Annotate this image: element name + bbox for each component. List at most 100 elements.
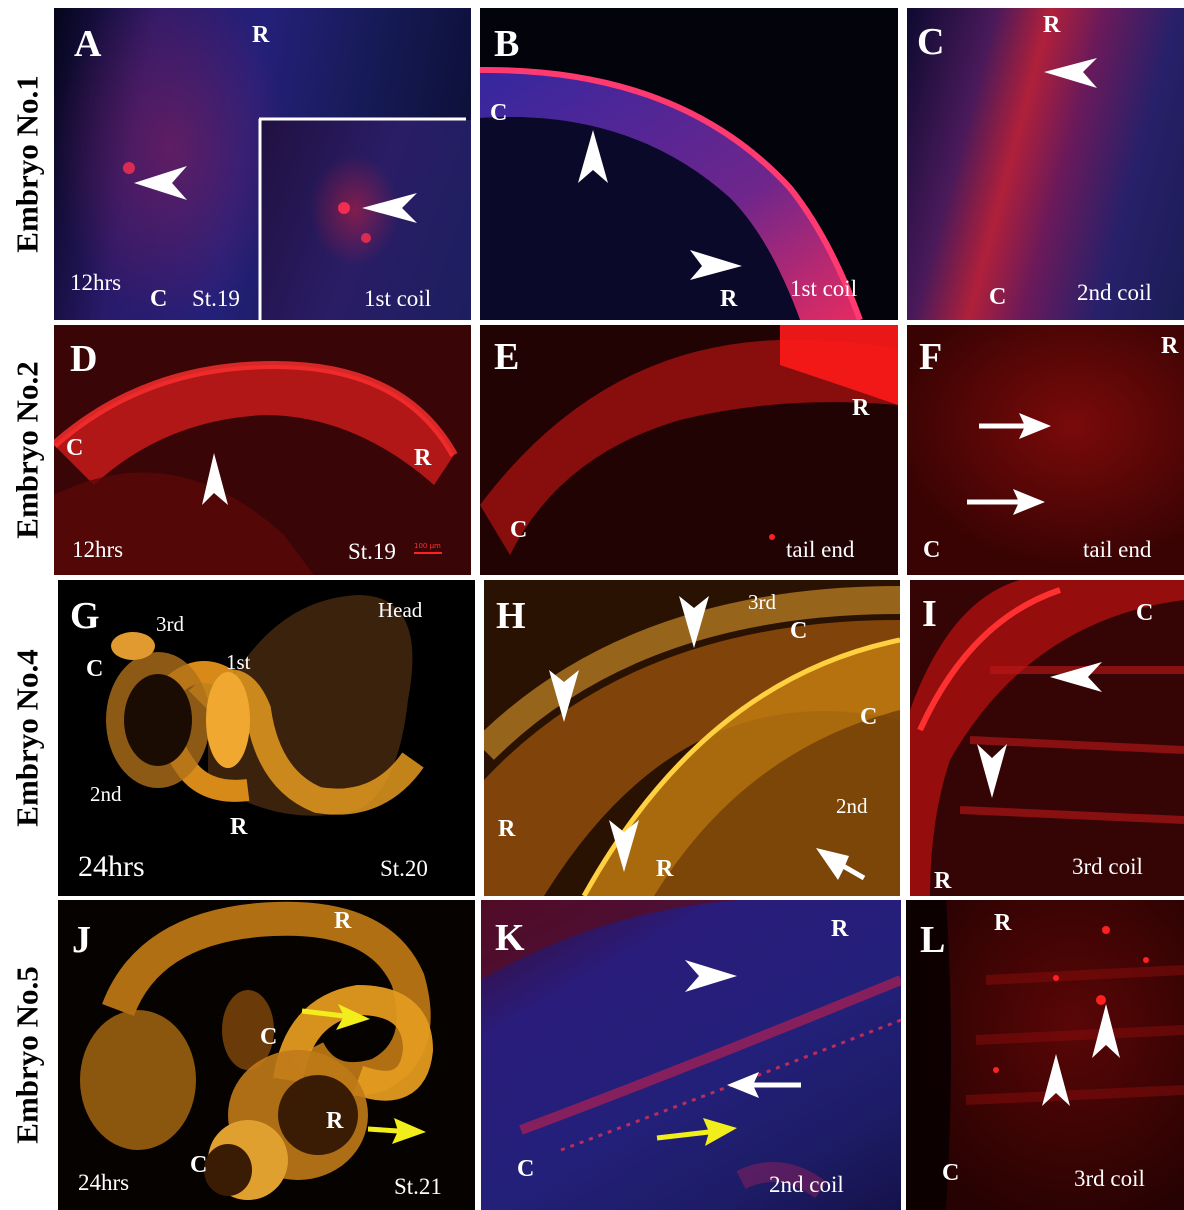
orientation-label: C (150, 286, 168, 312)
orientation-label: C (190, 1152, 208, 1178)
stage-label: St.20 (380, 856, 428, 881)
scale-label: 100 µm (414, 542, 441, 550)
panel-e: E R C tail end (480, 325, 898, 575)
arrowhead-icon (549, 670, 579, 722)
coil-label: 2nd (836, 794, 868, 818)
caption-label: tail end (1083, 537, 1152, 562)
panel-c-overlay (1044, 58, 1097, 88)
head-label: Head (378, 598, 423, 622)
arrowhead-icon (685, 960, 737, 992)
arrow-icon (367, 1118, 426, 1144)
caption-label: 1st coil (790, 276, 858, 301)
panel-j: J R C R C 24hrs St.21 (58, 900, 475, 1210)
orientation-label: R (326, 1108, 344, 1134)
arrow-icon (727, 1072, 801, 1098)
orientation-label: R (994, 910, 1012, 936)
arrowhead-icon (1092, 1004, 1120, 1058)
arrow-icon (301, 1004, 370, 1030)
orientation-label: C (490, 100, 508, 126)
orientation-label: C (86, 656, 104, 682)
panel-letter: J (72, 919, 91, 961)
orientation-label: C (790, 618, 808, 644)
panel-letter: K (495, 917, 525, 959)
orientation-label: R (1161, 333, 1179, 359)
panel-letter: L (920, 919, 946, 961)
coil-label: 3rd (748, 590, 776, 614)
time-label: 24hrs (78, 850, 145, 883)
caption-label: 3rd coil (1074, 1166, 1145, 1191)
panel-letter: I (922, 593, 937, 635)
panel-a: A R 12hrs C St.19 1st coil (54, 8, 471, 320)
row-label-embryo-2: Embryo No.2 (10, 361, 46, 539)
panel-letter: B (494, 23, 520, 65)
panel-letter: H (496, 595, 526, 637)
orientation-label: R (230, 814, 248, 840)
stage-label: St.19 (348, 539, 396, 564)
inset-image (259, 120, 471, 320)
orientation-label: R (334, 908, 352, 934)
orientation-label: C (260, 1024, 278, 1050)
orientation-label: R (1043, 12, 1061, 38)
arrowhead-icon (1050, 662, 1102, 692)
arrow-icon (979, 413, 1051, 439)
caption-label: 2nd coil (769, 1172, 844, 1197)
time-label: 12hrs (70, 270, 122, 295)
panel-g: G 3rd Head C 1st 2nd R 24hrs St.20 (58, 580, 475, 896)
caption-label: 3rd coil (1072, 854, 1143, 879)
arrowhead-icon (578, 130, 608, 183)
panel-f-overlay (967, 413, 1051, 515)
arrow-icon (656, 1118, 737, 1146)
panel-h-overlay (484, 586, 900, 896)
arrowhead-icon (202, 453, 228, 505)
arrowhead-icon (362, 193, 417, 223)
panel-letter: A (74, 23, 102, 65)
panel-letter: F (919, 336, 943, 378)
panel-letter: E (494, 336, 520, 378)
stage-label: St.19 (192, 286, 240, 311)
row-label-embryo-4: Embryo No.4 (10, 649, 46, 827)
arrow-icon (816, 848, 866, 881)
orientation-label: C (66, 435, 84, 461)
coil-label: 3rd (156, 612, 184, 636)
orientation-label: R (934, 868, 952, 894)
orientation-label: R (252, 22, 270, 48)
panel-k: K R C 2nd coil (481, 900, 901, 1210)
coil-label: 2nd (90, 782, 122, 806)
orientation-label: C (942, 1160, 960, 1186)
row-label-embryo-5: Embryo No.5 (10, 966, 46, 1144)
orientation-label: C (1136, 600, 1154, 626)
arrowhead-icon (1044, 58, 1097, 88)
arrowhead-icon (679, 596, 709, 648)
time-label: 12hrs (72, 537, 124, 562)
orientation-label: R (831, 916, 849, 942)
panel-f: F R C tail end (907, 325, 1184, 575)
panel-c: C R C 2nd coil (907, 8, 1184, 320)
panel-l: L R C 3rd coil (906, 900, 1184, 1210)
panel-i: I C R 3rd coil (910, 580, 1184, 896)
orientation-label: C (923, 537, 941, 563)
orientation-label: R (498, 816, 516, 842)
orientation-label: C (860, 704, 878, 730)
panel-a-overlay (123, 117, 466, 320)
orientation-label: C (989, 284, 1007, 310)
time-label: 24hrs (78, 1170, 130, 1195)
panel-d: D C R 12hrs St.19 100 µm (54, 325, 471, 575)
orientation-label: C (510, 517, 528, 543)
panel-letter: C (917, 21, 945, 63)
orientation-label: C (517, 1156, 535, 1182)
stage-label: St.21 (394, 1174, 442, 1199)
orientation-label: R (414, 445, 432, 471)
panel-d-overlay (54, 360, 458, 575)
orientation-label: R (656, 856, 674, 882)
orientation-label: R (720, 286, 738, 312)
arrowhead-icon (1042, 1054, 1070, 1106)
panel-e-overlay (480, 325, 898, 555)
panel-letter: D (70, 338, 98, 380)
panel-h: H 3rd C C 2nd R R (484, 580, 900, 896)
arrowhead-icon (134, 166, 187, 200)
caption-label: tail end (786, 537, 855, 562)
panel-l-overlay (906, 900, 1184, 1210)
coil-label: 1st (226, 650, 251, 674)
orientation-label: R (852, 395, 870, 421)
arrowhead-icon (977, 744, 1007, 798)
